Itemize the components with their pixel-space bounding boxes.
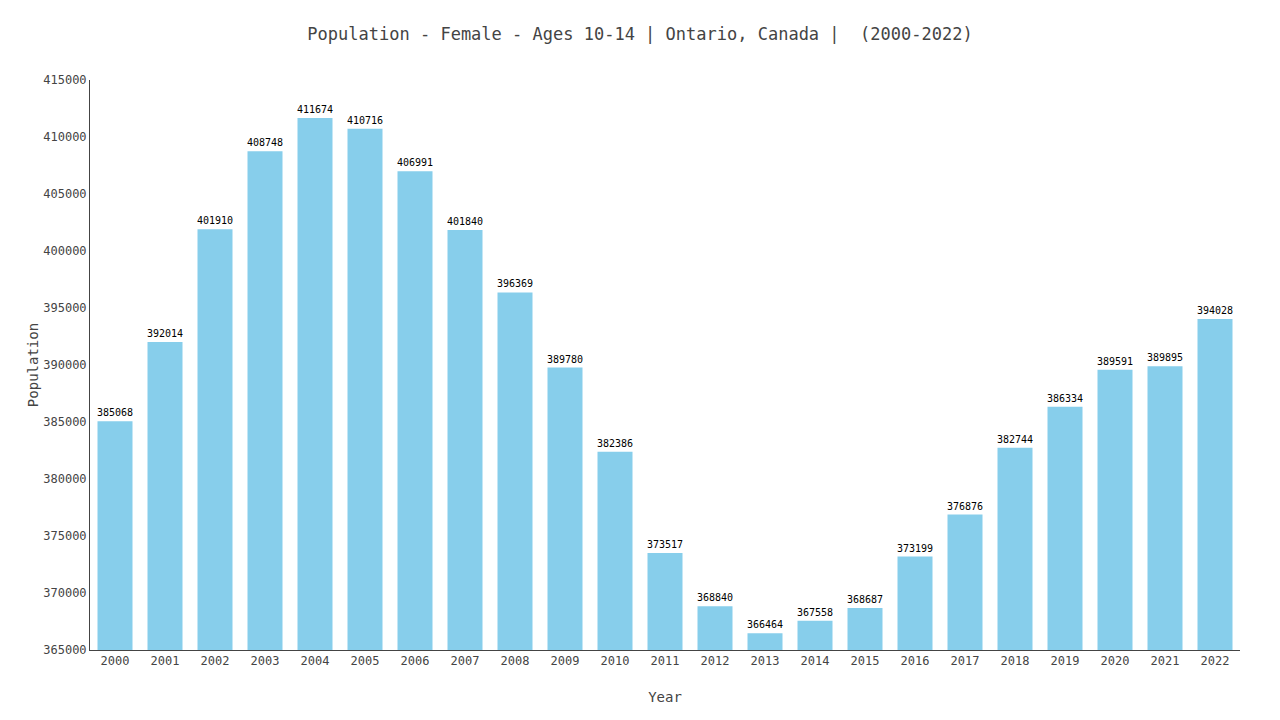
svg-text:405000: 405000 bbox=[43, 187, 86, 201]
svg-text:376876: 376876 bbox=[947, 501, 983, 512]
svg-text:408748: 408748 bbox=[247, 137, 283, 148]
svg-text:389780: 389780 bbox=[547, 354, 583, 365]
svg-text:396369: 396369 bbox=[497, 278, 533, 289]
svg-text:382386: 382386 bbox=[597, 438, 633, 449]
svg-text:415000: 415000 bbox=[43, 73, 86, 87]
svg-text:2012: 2012 bbox=[701, 654, 730, 668]
svg-text:2009: 2009 bbox=[551, 654, 580, 668]
svg-text:373199: 373199 bbox=[897, 543, 933, 554]
svg-text:392014: 392014 bbox=[147, 328, 183, 339]
svg-text:375000: 375000 bbox=[43, 529, 86, 543]
svg-text:389895: 389895 bbox=[1147, 352, 1183, 363]
svg-text:395000: 395000 bbox=[43, 301, 86, 315]
svg-text:2006: 2006 bbox=[401, 654, 430, 668]
svg-text:368687: 368687 bbox=[847, 594, 883, 605]
svg-text:365000: 365000 bbox=[43, 643, 86, 657]
svg-text:2000: 2000 bbox=[101, 654, 130, 668]
svg-text:386334: 386334 bbox=[1047, 393, 1083, 404]
svg-text:Population: Population bbox=[25, 323, 41, 407]
svg-text:2019: 2019 bbox=[1051, 654, 1080, 668]
svg-text:370000: 370000 bbox=[43, 586, 86, 600]
svg-text:2016: 2016 bbox=[901, 654, 930, 668]
svg-text:2004: 2004 bbox=[301, 654, 330, 668]
svg-text:2010: 2010 bbox=[601, 654, 630, 668]
svg-text:2020: 2020 bbox=[1101, 654, 1130, 668]
svg-text:2018: 2018 bbox=[1001, 654, 1030, 668]
svg-text:366464: 366464 bbox=[747, 619, 783, 630]
svg-text:385000: 385000 bbox=[43, 415, 86, 429]
svg-text:2014: 2014 bbox=[801, 654, 830, 668]
svg-text:Population - Female - Ages 10-: Population - Female - Ages 10-14 | Ontar… bbox=[307, 24, 972, 44]
svg-text:373517: 373517 bbox=[647, 539, 683, 550]
svg-text:401910: 401910 bbox=[197, 215, 233, 226]
svg-text:380000: 380000 bbox=[43, 472, 86, 486]
svg-text:410716: 410716 bbox=[347, 115, 383, 126]
svg-text:400000: 400000 bbox=[43, 244, 86, 258]
svg-text:Year: Year bbox=[648, 689, 682, 705]
svg-text:389591: 389591 bbox=[1097, 356, 1133, 367]
svg-text:411674: 411674 bbox=[297, 104, 333, 115]
svg-text:406991: 406991 bbox=[397, 157, 433, 168]
svg-text:2022: 2022 bbox=[1201, 654, 1230, 668]
svg-text:2002: 2002 bbox=[201, 654, 230, 668]
svg-text:2001: 2001 bbox=[151, 654, 180, 668]
svg-text:368840: 368840 bbox=[697, 592, 733, 603]
svg-text:390000: 390000 bbox=[43, 358, 86, 372]
svg-text:2013: 2013 bbox=[751, 654, 780, 668]
svg-text:2003: 2003 bbox=[251, 654, 280, 668]
svg-text:385068: 385068 bbox=[97, 407, 133, 418]
svg-text:382744: 382744 bbox=[997, 434, 1033, 445]
svg-text:401840: 401840 bbox=[447, 216, 483, 227]
svg-text:2017: 2017 bbox=[951, 654, 980, 668]
svg-text:394028: 394028 bbox=[1197, 305, 1233, 316]
svg-text:2015: 2015 bbox=[851, 654, 880, 668]
svg-text:410000: 410000 bbox=[43, 130, 86, 144]
svg-text:2011: 2011 bbox=[651, 654, 680, 668]
svg-text:367558: 367558 bbox=[797, 607, 833, 618]
svg-text:2021: 2021 bbox=[1151, 654, 1180, 668]
svg-text:2008: 2008 bbox=[501, 654, 530, 668]
svg-text:2007: 2007 bbox=[451, 654, 480, 668]
svg-text:2005: 2005 bbox=[351, 654, 380, 668]
